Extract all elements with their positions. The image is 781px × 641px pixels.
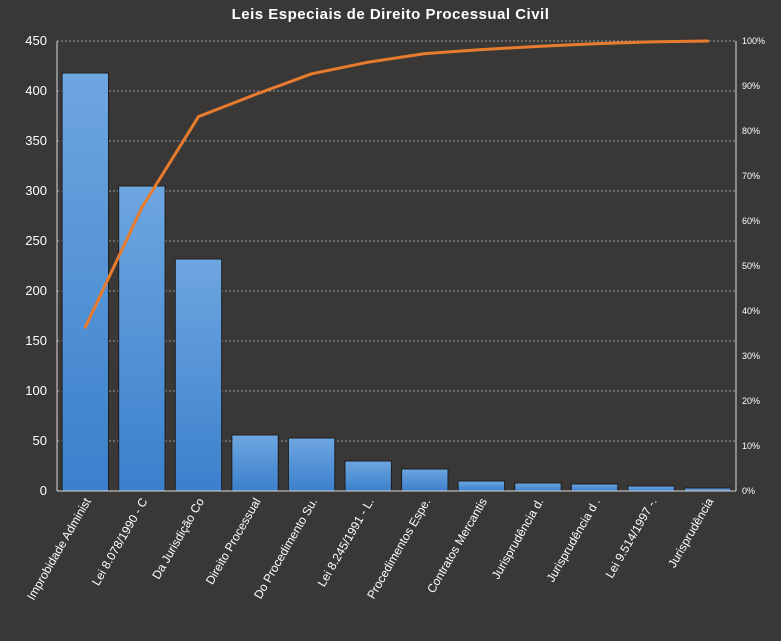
cumulative-point xyxy=(536,44,540,48)
bar xyxy=(231,434,279,492)
x-tick-label: Procedimentos Espe. xyxy=(364,495,433,601)
y2-tick-label: 0% xyxy=(742,486,755,496)
cumulative-point xyxy=(366,60,370,64)
y-tick-label: 200 xyxy=(25,283,47,298)
x-tick-label: Lei 8.245/1991 - L. xyxy=(315,496,377,590)
cumulative-point xyxy=(310,72,314,76)
grid-layer xyxy=(57,40,736,442)
cumulative-line xyxy=(83,39,708,328)
bar xyxy=(118,185,166,492)
x-tick-label: Direito Processual xyxy=(203,496,264,587)
x-tick-label: Improbidade Administ xyxy=(24,495,94,603)
bar xyxy=(627,485,675,492)
y2-tick-label: 80% xyxy=(742,126,760,136)
x-tick-label: Jurisprudência d. xyxy=(489,496,547,582)
y2-tick-label: 30% xyxy=(742,351,760,361)
bar xyxy=(457,480,506,492)
bar xyxy=(570,483,619,492)
x-tick-label: Do Procedimento Su. xyxy=(251,496,320,602)
y-tick-label: 400 xyxy=(25,83,47,98)
y2-tick-label: 40% xyxy=(742,306,760,316)
cumulative-point xyxy=(423,52,427,56)
y2-tick-label: 90% xyxy=(742,81,760,91)
x-tick-label: Jurisprudência xyxy=(665,495,716,570)
cumulative-point xyxy=(83,325,87,329)
line-layer xyxy=(83,39,710,329)
y-tick-label: 50 xyxy=(33,433,47,448)
bars-layer xyxy=(61,72,732,492)
y-tick-label: 100 xyxy=(25,383,47,398)
y-tick-label: 150 xyxy=(25,333,47,348)
bar xyxy=(401,468,449,492)
y-tick-label: 300 xyxy=(25,183,47,198)
y-tick-label: 0 xyxy=(40,483,47,498)
y-tick-label: 350 xyxy=(25,133,47,148)
y2-tick-label: 50% xyxy=(742,261,760,271)
x-tick-label: Contratos Mercantis xyxy=(424,496,490,596)
y2-tick-label: 60% xyxy=(742,216,760,226)
y-tick-label: 450 xyxy=(25,33,47,48)
bar xyxy=(344,460,392,492)
x-tick-label: Da Jurisdição Co xyxy=(149,495,207,581)
cumulative-point xyxy=(479,48,483,52)
chart-title: Leis Especiais de Direito Processual Civ… xyxy=(231,6,550,23)
x-tick-label: Lei 9.514/1997 -. xyxy=(603,496,660,581)
y2-tick-label: 70% xyxy=(742,171,760,181)
x-tick-label: Jurisprudência d . xyxy=(544,496,603,585)
cumulative-point xyxy=(593,42,597,46)
y-tick-label: 250 xyxy=(25,233,47,248)
y2-tick-label: 20% xyxy=(742,396,760,406)
y2-tick-label: 100% xyxy=(742,36,765,46)
bar xyxy=(287,437,336,492)
cumulative-point xyxy=(196,115,200,119)
cumulative-point xyxy=(253,93,257,97)
bar xyxy=(514,482,562,492)
bar xyxy=(174,258,223,492)
axes-layer xyxy=(56,41,737,492)
cumulative-point xyxy=(649,40,653,44)
cumulative-point xyxy=(706,39,710,43)
bar xyxy=(61,72,109,492)
cumulative-point xyxy=(140,206,144,209)
y2-tick-label: 10% xyxy=(742,441,760,451)
x-tick-label: Lei 8.078/1990 - C xyxy=(89,495,151,588)
